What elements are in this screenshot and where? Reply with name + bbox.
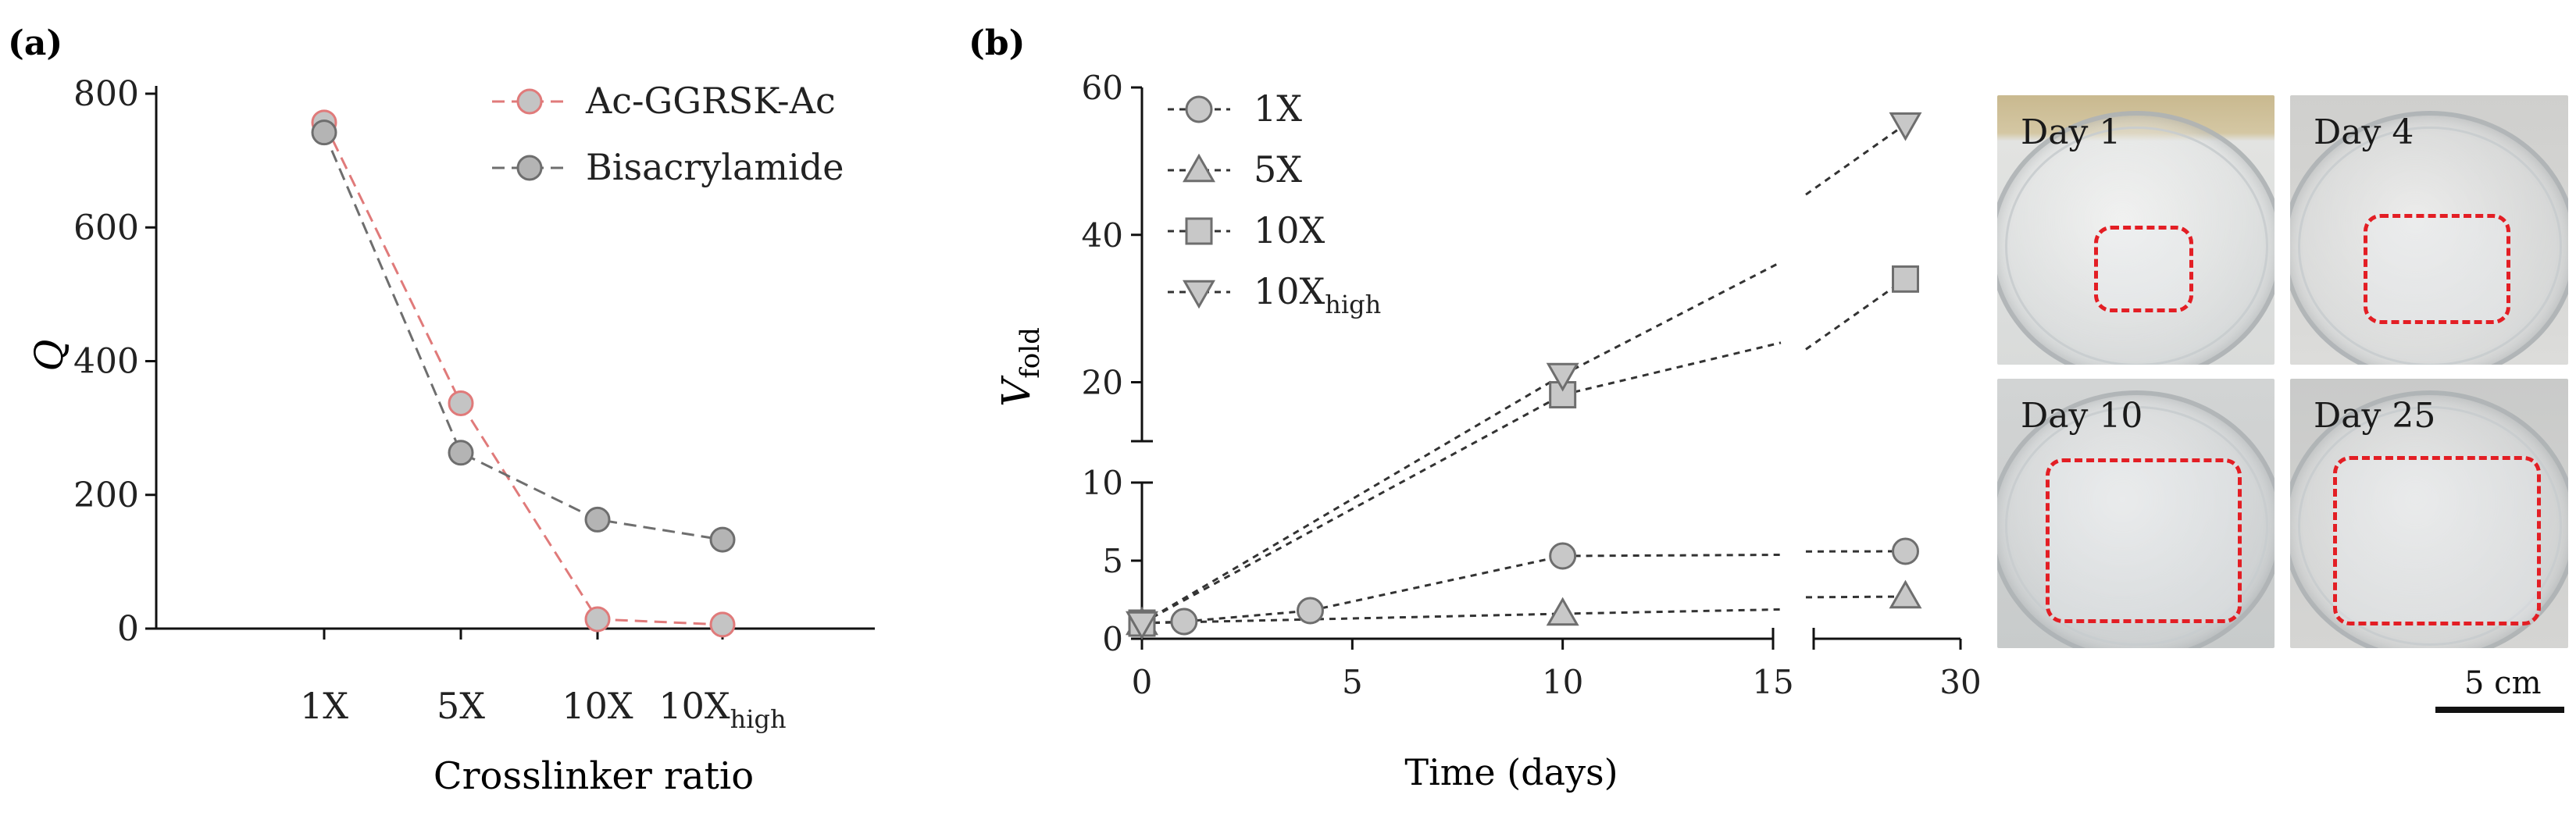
panel-b-data-point <box>1126 611 1158 640</box>
panel-b-legend-label: 1X <box>1254 87 1302 130</box>
panel-b-series-line <box>1310 554 1563 612</box>
photo-day-label: Day 10 <box>2021 396 2143 436</box>
photo-day-label: Day 4 <box>2314 112 2414 152</box>
hydrogel-outline <box>2332 456 2542 625</box>
panel-b-series-line <box>1141 373 1564 625</box>
scale-bar-label: 5 cm <box>2464 665 2542 701</box>
photo-day-panel: Day 10 <box>1997 379 2275 648</box>
panel-a-series-line <box>323 122 723 626</box>
photo-day-panel: Day 25 <box>2290 379 2568 648</box>
panel-b-series <box>1126 112 1922 640</box>
panel-a-y-tick-label: 800 <box>73 74 139 114</box>
photo-day-panel: Day 4 <box>2290 95 2568 365</box>
panel-b-series-line <box>1562 341 1782 397</box>
panel-b-y-tick-label: 60 <box>1082 69 1123 107</box>
panel-a-y-tick-label: 600 <box>73 208 139 248</box>
panel-b-legend-marker <box>1185 95 1213 123</box>
panel-a-axes: 0 200 400 600 800 1X 5X 10X 10Xhigh <box>73 74 875 734</box>
panel-a-data-point <box>584 606 611 632</box>
panel-b: (b) 0 5 10 20 40 60 0 5 10 15 30 1X 5X 10X 10Xhigh Ti… <box>969 23 1982 793</box>
photo-day-label: Day 25 <box>2314 396 2436 436</box>
panel-a-x-tick-label: 1X <box>300 685 348 727</box>
panel-b-series-line <box>1562 553 1782 558</box>
panel-a-legend: Ac-GGRSK-Ac Bisacrylamide <box>492 80 844 188</box>
panel-a-data-point <box>709 611 736 638</box>
panel-b-y-axis-label: Vfold <box>994 327 1046 407</box>
hydrogel-outline <box>2093 226 2194 312</box>
panel-a-y-tick-label: 200 <box>73 476 139 515</box>
panel-a-data-point <box>709 526 736 553</box>
panel-b-data-point <box>1546 362 1579 392</box>
panel-a-legend-label: Ac-GGRSK-Ac <box>585 80 836 122</box>
panel-a-x-axis-label: Crosslinker ratio <box>433 754 754 798</box>
panel-a-y-axis-label: Q <box>27 340 72 372</box>
panel-b-legend-label: 10Xhigh <box>1254 270 1381 319</box>
panel-a-label: (a) <box>8 23 62 63</box>
panel-a-data-point <box>311 119 337 146</box>
panel-a-legend-marker <box>516 155 543 181</box>
panel-b-data-point <box>1892 265 1919 293</box>
panel-a-data-point <box>448 390 474 416</box>
panel-b-legend-label: 5X <box>1254 148 1302 191</box>
panel-b-x-tick-label: 0 <box>1132 663 1153 701</box>
panel-b-legend: 1X 5X 10X 10Xhigh <box>1168 87 1381 319</box>
panel-b-series-line <box>1183 609 1311 623</box>
panel-a-y-tick-label: 400 <box>73 342 139 382</box>
panel-b-series-line <box>1561 261 1782 376</box>
panel-b-y-tick-label: 0 <box>1102 620 1123 658</box>
panel-b-data-point <box>1546 597 1579 626</box>
panel-b-y-tick-label: 40 <box>1082 216 1123 255</box>
panel-b-legend-marker <box>1183 280 1215 309</box>
panel-b-x-tick-label: 15 <box>1752 663 1793 701</box>
panel-b-axes: 0 5 10 20 40 60 0 5 10 15 30 <box>1082 69 1982 701</box>
panel-b-x-tick-label: 30 <box>1939 663 1981 701</box>
panel-b-data-point <box>1892 537 1919 565</box>
panel-a-data-point <box>584 506 611 533</box>
panel-b-series-line <box>1562 608 1782 615</box>
hydrogel-outline <box>2364 213 2510 325</box>
panel-b-data-point <box>1296 597 1324 625</box>
photo-day-label: Day 1 <box>2021 112 2121 152</box>
panel-b-x-tick-label: 5 <box>1342 663 1363 701</box>
panel-b-y-tick-label: 10 <box>1082 464 1123 502</box>
panel-a-legend-label: Bisacrylamide <box>586 146 844 188</box>
panel-a-x-tick-label: 10X <box>562 685 633 727</box>
panel-b-label: (b) <box>969 23 1025 63</box>
panel-b-legend-label: 10X <box>1254 209 1325 251</box>
panel-b-data-point <box>1889 112 1922 141</box>
scale-bar <box>2435 707 2564 713</box>
petri-dish <box>1997 111 2275 365</box>
panel-b-series-line <box>1141 612 1563 625</box>
panel-a-x-tick-label: 10Xhigh <box>658 685 786 734</box>
petri-dish-rim <box>2005 126 2268 365</box>
petri-dish <box>1997 390 2275 648</box>
panel-a-series <box>311 109 736 638</box>
panel-b-legend-marker <box>1183 153 1215 183</box>
panel-b-y-tick-label: 5 <box>1102 542 1123 580</box>
petri-dish-rim <box>2298 126 2562 365</box>
hydrogel-outline <box>2045 458 2242 623</box>
panel-a-x-tick-label: 5X <box>437 685 485 727</box>
panel-b-data-point <box>1170 608 1198 636</box>
panel-a-series-line <box>323 132 723 541</box>
panel-b-x-axis-label: Time (days) <box>1404 751 1618 793</box>
panel-b-legend-marker <box>1185 217 1213 245</box>
panel-a: (a) 0 200 400 600 800 1X 5X 10X 10Xhigh Ac-GGRSK… <box>8 23 875 798</box>
panel-b-data-point <box>1889 579 1922 609</box>
panel-b-series-line <box>1805 278 1907 351</box>
panel-b-y-tick-label: 20 <box>1082 364 1123 402</box>
panel-a-legend-marker <box>516 88 543 115</box>
panel-a-y-tick-label: 0 <box>117 609 139 649</box>
panel-b-data-point <box>1549 542 1577 570</box>
panel-a-data-point <box>448 440 474 466</box>
photo-day-panel: Day 1 <box>1997 95 2275 365</box>
panel-b-series-line <box>1141 394 1564 625</box>
panel-b-x-tick-label: 10 <box>1542 663 1583 701</box>
panel-b-series-line <box>1805 123 1907 196</box>
petri-dish-rim <box>2005 406 2268 646</box>
petri-dish-rim <box>2298 406 2562 646</box>
